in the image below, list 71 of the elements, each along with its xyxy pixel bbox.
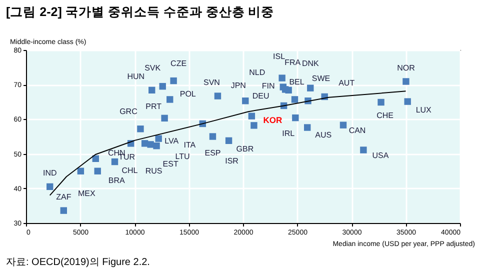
annotation: CHE — [376, 111, 394, 120]
point — [214, 92, 222, 100]
point — [153, 142, 160, 150]
annotation: LTU — [175, 152, 190, 161]
annotation: BEL — [289, 77, 305, 86]
annotation: IND — [42, 168, 57, 178]
point — [402, 78, 410, 85]
annotation: IRL — [282, 128, 296, 138]
annotation: CZE — [170, 58, 187, 68]
point — [282, 86, 289, 93]
annotation: FRA — [284, 58, 302, 68]
annotation: EST — [162, 159, 178, 168]
annotation: AUT — [338, 78, 355, 88]
annotation: USA — [372, 150, 390, 160]
point — [147, 141, 154, 148]
annotation: SVK — [144, 63, 162, 72]
point — [248, 112, 256, 120]
point — [404, 98, 411, 105]
point — [46, 183, 54, 190]
point — [94, 168, 101, 174]
series-label: KOR — [263, 115, 282, 126]
annotation: DEU — [252, 92, 270, 101]
point — [209, 133, 216, 140]
point — [278, 74, 286, 82]
annotation: NOR — [397, 63, 416, 72]
annotation: MEX — [78, 189, 96, 198]
text: 자료: OECD(2019)의 Figure 2.2. — [6, 257, 150, 268]
point — [77, 168, 84, 174]
point — [307, 84, 314, 92]
annotation: ESP — [204, 148, 221, 158]
annotation: JPN — [230, 80, 246, 90]
annotation: ITA — [184, 140, 196, 150]
annotation: CHL — [122, 166, 138, 175]
point — [170, 77, 177, 84]
point — [360, 146, 367, 154]
point — [166, 96, 174, 103]
annotation: SWE — [312, 74, 330, 83]
annotation: ISL — [273, 52, 286, 62]
annotation: POL — [180, 89, 196, 98]
annotation: DNK — [302, 59, 320, 68]
point — [292, 114, 299, 122]
point — [60, 207, 68, 214]
annotation: HUN — [127, 72, 145, 82]
point — [111, 158, 118, 166]
point — [291, 96, 298, 103]
point — [378, 98, 384, 106]
annotation: NLD — [249, 68, 266, 78]
annotation: LVA — [164, 136, 180, 146]
point — [304, 124, 311, 131]
annotation: RUS — [145, 166, 162, 176]
chart-title: [그림 2-2] 국가별 중위소득 수준과 중산층 비중 — [6, 5, 274, 19]
annotation: PRT — [146, 102, 162, 112]
annotation: BRA — [108, 176, 126, 186]
annotation: ZAF — [56, 192, 72, 202]
point — [242, 98, 249, 104]
point — [155, 135, 162, 142]
annotation: GBR — [236, 144, 254, 154]
annotation: LUX — [416, 106, 432, 115]
point — [161, 114, 168, 122]
point — [225, 137, 232, 144]
annotation: CAN — [348, 126, 366, 136]
annotation: ISR — [225, 156, 239, 166]
point — [137, 126, 144, 132]
point — [159, 82, 166, 90]
point — [148, 86, 156, 94]
annotation: GRC — [120, 106, 138, 116]
annotation: SVN — [203, 78, 220, 88]
annotation: AUS — [315, 130, 332, 140]
point — [340, 122, 347, 128]
annotation: FIN — [262, 81, 275, 90]
point — [250, 122, 258, 129]
